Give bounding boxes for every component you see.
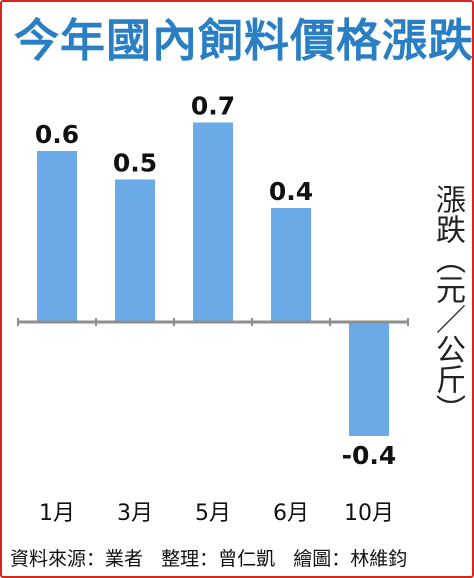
data-label-3: 0.7 (191, 92, 235, 121)
chart-title: 今年國內飼料價格漲跌 (14, 14, 474, 67)
source-credit: 資料來源：業者 (10, 548, 144, 570)
x-tick-label-4: 6月 (273, 501, 309, 526)
artist-credit: 繪圖：林維鈞 (293, 548, 408, 570)
data-label-4: 0.4 (269, 177, 313, 206)
bar-3 (193, 122, 233, 322)
editor-credit: 整理：曾仁凱 (161, 548, 276, 570)
bar-1 (37, 151, 77, 322)
y-axis-label: 漲跌（元／公斤） (430, 184, 465, 424)
credits-footer: 資料來源：業者 整理：曾仁凱 繪圖：林維鈞 (10, 544, 407, 571)
data-label-5: -0.4 (342, 441, 397, 470)
data-label-2: 0.5 (113, 149, 157, 178)
x-tick-label-5: 10月 (344, 501, 394, 526)
x-tick-label-2: 3月 (117, 501, 153, 526)
x-tick-label-3: 5月 (195, 501, 231, 526)
bar-2 (115, 179, 155, 322)
x-tick-label-1: 1月 (39, 501, 75, 526)
data-label-1: 0.6 (35, 120, 79, 149)
bar-4 (271, 208, 311, 322)
bar-5 (349, 322, 389, 436)
